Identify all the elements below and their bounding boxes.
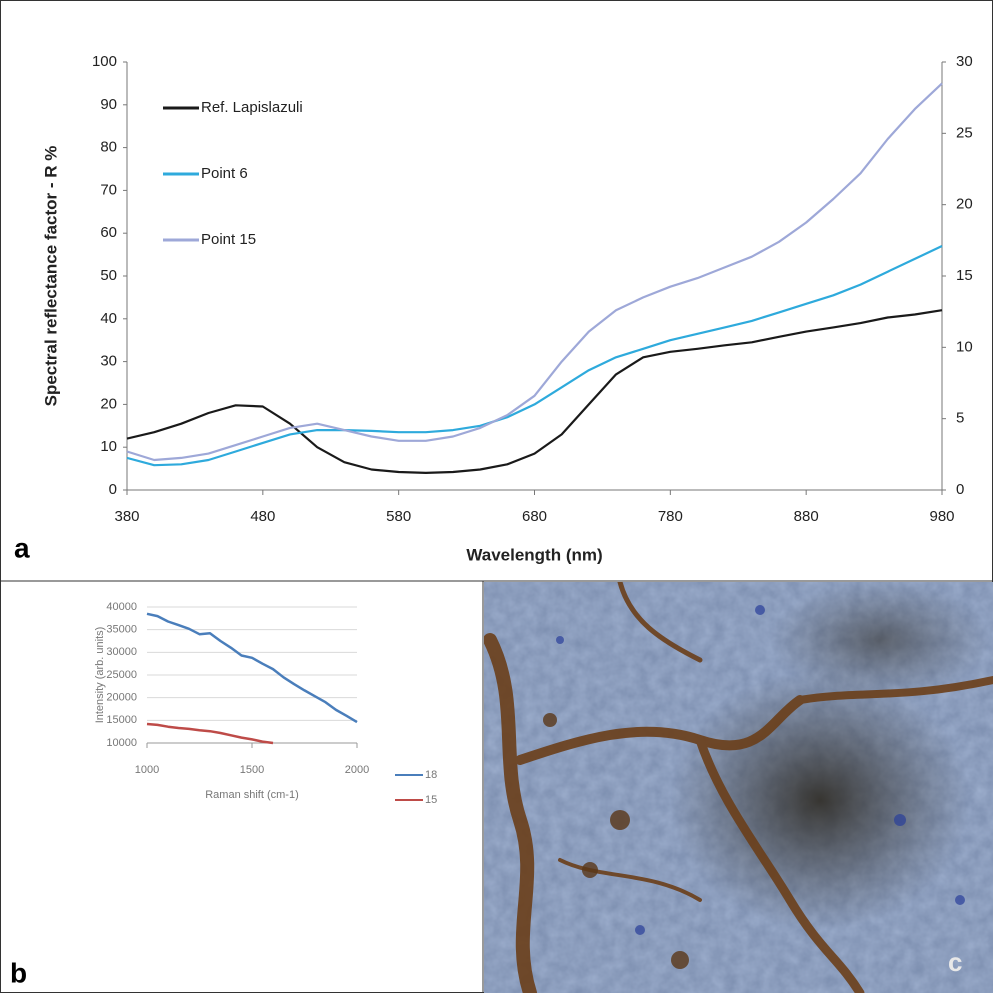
y-tick-label: 70 xyxy=(100,181,117,198)
y-tick-label: 15000 xyxy=(106,714,137,726)
panel-label: b xyxy=(10,957,27,988)
y-axis-title: Intensity (arb. units) xyxy=(94,627,106,724)
y-tick-label: 30 xyxy=(100,353,117,370)
y2-tick-label: 25 xyxy=(956,124,973,141)
x-tick-label: 780 xyxy=(658,508,683,525)
y-tick-label: 10 xyxy=(100,438,117,455)
y2-tick-label: 15 xyxy=(956,267,973,284)
series-line xyxy=(126,245,943,467)
x-axis-title: Raman shift (cm-1) xyxy=(205,789,299,801)
series-line xyxy=(126,309,943,474)
series-line xyxy=(126,82,943,462)
series-line xyxy=(146,722,274,745)
y2-tick-label: 5 xyxy=(956,410,964,427)
x-tick-label: 880 xyxy=(794,508,819,525)
y-tick-label: 0 xyxy=(109,481,117,498)
y2-tick-label: 30 xyxy=(956,53,973,70)
y-tick-label: 10000 xyxy=(106,737,137,749)
legend-label: 15 xyxy=(425,794,437,806)
y-tick-label: 80 xyxy=(100,139,117,156)
y-tick-label: 20000 xyxy=(106,692,137,704)
y-tick-label: 40000 xyxy=(106,601,137,613)
panel-label: a xyxy=(14,532,30,563)
y-tick-label: 25000 xyxy=(106,669,137,681)
y-tick-label: 20 xyxy=(100,395,117,412)
x-tick-label: 680 xyxy=(522,508,547,525)
legend-label: Point 15 xyxy=(201,231,256,248)
x-tick-label: 980 xyxy=(929,508,954,525)
legend-label: Point 6 xyxy=(201,165,248,182)
series-line xyxy=(146,612,358,724)
x-tick-label: 480 xyxy=(250,508,275,525)
photo xyxy=(484,582,993,993)
x-tick-label: 380 xyxy=(114,508,139,525)
y2-tick-label: 20 xyxy=(956,196,973,213)
y-tick-label: 40 xyxy=(100,310,117,327)
legend-label: Ref. Lapislazuli xyxy=(201,99,303,116)
y-tick-label: 90 xyxy=(100,96,117,113)
x-tick-label: 1500 xyxy=(240,764,264,776)
x-tick-label: 580 xyxy=(386,508,411,525)
x-tick-label: 2000 xyxy=(345,764,369,776)
y-tick-label: 50 xyxy=(100,267,117,284)
y-tick-label: 100 xyxy=(92,53,117,70)
x-tick-label: 1000 xyxy=(135,764,159,776)
legend-label: 18 xyxy=(425,769,437,781)
y-tick-label: 35000 xyxy=(106,624,137,636)
x-axis-title: Wavelength (nm) xyxy=(466,545,602,564)
y-tick-label: 60 xyxy=(100,224,117,241)
y-axis-title: Spectral reflectance factor - R % xyxy=(41,146,60,407)
y2-tick-label: 0 xyxy=(956,481,964,498)
panel-label: c xyxy=(948,947,962,977)
y2-tick-label: 10 xyxy=(956,338,973,355)
y-tick-label: 30000 xyxy=(106,646,137,658)
